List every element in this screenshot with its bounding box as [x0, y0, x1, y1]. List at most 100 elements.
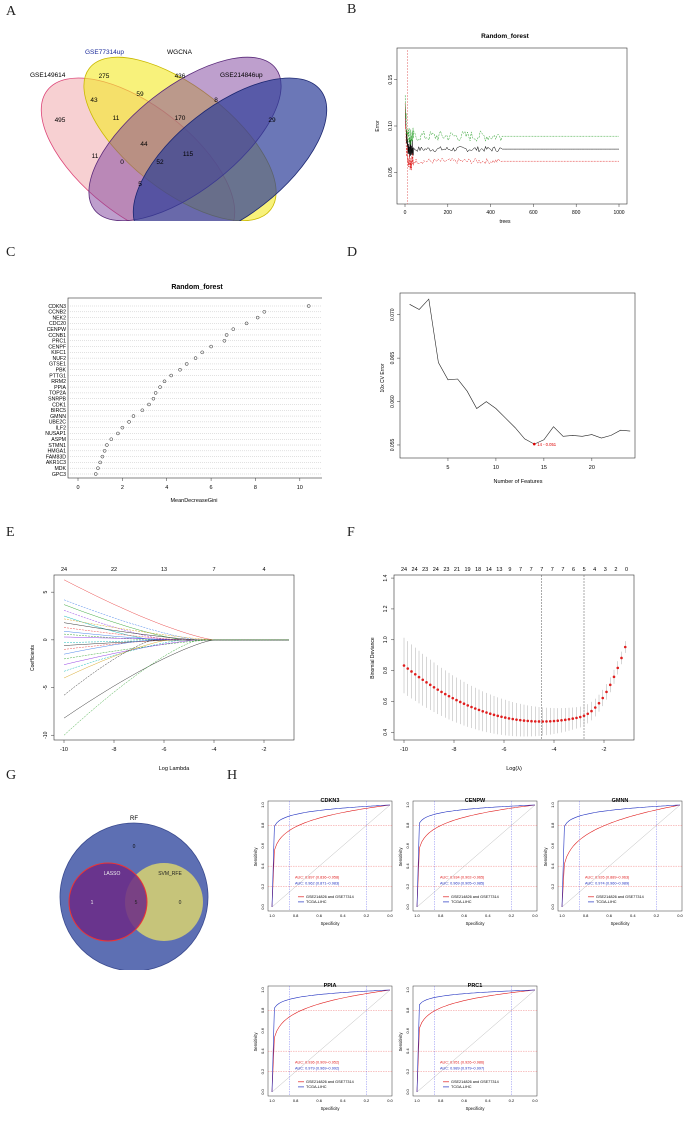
gene-label: CENPW [47, 327, 66, 333]
y-tick-label: 0.05 [388, 167, 394, 177]
gene-label: PPIA [54, 385, 66, 391]
legend-label: TCGA-LIHC [596, 900, 617, 904]
y-axis-label: Binomial Deviance [370, 637, 376, 679]
y-tick-label: 1.0 [383, 636, 389, 643]
x-tick-label: 15 [541, 465, 547, 471]
x-axis-label: Log(λ) [506, 766, 522, 772]
gini-point [255, 315, 260, 320]
gene-label: CDC20 [49, 321, 66, 327]
venn-count: 29 [268, 117, 276, 124]
x-tick-label: 0.0 [532, 1098, 538, 1103]
roc-curve [561, 804, 681, 908]
lasso-coef-chart: Log Lambda Coefficients -10 -8 -6 -4 -2 -10 -5… [30, 567, 295, 772]
deviance-point [522, 719, 526, 722]
gini-point [147, 402, 151, 407]
gene-label: AKR1C3 [46, 460, 66, 466]
x-tick-label: 0.2 [364, 1098, 370, 1103]
plot-frame [53, 574, 295, 741]
plot-frame [267, 800, 393, 912]
deviance-point [586, 712, 590, 716]
x-tick-label: 20 [589, 465, 595, 471]
y-tick-label: 0.6 [550, 842, 555, 848]
deviance-point [526, 719, 530, 723]
y-tick-label: 0.8 [405, 1007, 410, 1013]
rf-error-chart: Random_forest trees Error 0 200 400 600 800 1… [375, 33, 628, 223]
deviance-point [590, 709, 593, 713]
top-tick-label: 24 [433, 567, 439, 573]
top-tick-label: 5 [583, 567, 586, 573]
venn-count: 11 [113, 115, 120, 122]
deviance-point [488, 712, 492, 716]
gini-point [200, 350, 204, 355]
gini-point [100, 454, 105, 459]
x-tick-label: 0.0 [677, 913, 683, 918]
series-line-class2 [404, 95, 619, 145]
venn-count: 170 [175, 115, 186, 122]
venn-count: 0 [120, 159, 124, 166]
y-tick-label: 0.8 [260, 1007, 265, 1013]
coef-path [63, 639, 289, 646]
deviance-point [578, 715, 582, 719]
y-tick-label: 0.0 [550, 903, 555, 909]
y-axis-label: Sensitivity [398, 1032, 403, 1052]
deviance-point [466, 704, 470, 707]
x-tick-label: 1.0 [269, 1098, 275, 1103]
deviance-point [503, 716, 507, 719]
gene-label: STMN1 [48, 443, 66, 449]
top-tick-label: 13 [496, 567, 502, 573]
deviance-point [477, 708, 481, 712]
deviance-point [616, 666, 620, 670]
top-tick-label: 2 [614, 567, 617, 573]
y-tick-label: 0.4 [405, 863, 410, 869]
lasso-cv-chart: Log(λ) Binomial Deviance -10 -8 -6 -4 -2 0.4 0… [370, 567, 635, 772]
gini-point [224, 333, 229, 337]
deviance-point [432, 685, 436, 689]
x-tick-label: 600 [529, 210, 538, 216]
gene-label: HMGA1 [48, 449, 67, 455]
top-tick-label: 7 [561, 567, 564, 573]
x-axis-label: Specificity [321, 921, 341, 926]
legend-label: GSE214826 and GSE77314 [306, 1080, 354, 1084]
top-tick-label: 3 [604, 567, 607, 573]
gini-point [306, 304, 311, 308]
x-tick-label: 0.4 [485, 1098, 491, 1103]
coef-path [63, 599, 289, 641]
y-axis-label: Coefficients [30, 644, 36, 671]
top-tick-label: 24 [401, 567, 407, 573]
x-tick-label: -4 [212, 747, 217, 753]
venn-set-label: GSE149614 [30, 72, 66, 79]
x-tick-label: 0.6 [606, 913, 612, 918]
y-tick-label: 1.0 [405, 986, 410, 992]
auc-label: AUC: 0.974 (0.960–0.989) [585, 882, 630, 886]
gini-point [231, 327, 236, 331]
diagonal-line [416, 989, 536, 1093]
y-tick-label: 0.6 [383, 698, 389, 705]
y-tick-label: 1.0 [260, 801, 265, 807]
gene-label: BIRC5 [51, 408, 66, 414]
gene-label: CENPF [48, 344, 66, 350]
y-tick-label: 0.060 [390, 395, 396, 408]
deviance-point [492, 713, 496, 717]
plot-frame [267, 985, 393, 1097]
y-axis-label: Error [375, 120, 381, 131]
x-tick-label: 4 [165, 485, 168, 491]
venn-count: 11 [92, 153, 99, 160]
x-axis-label: Specificity [466, 921, 486, 926]
gini-point [140, 408, 145, 413]
coef-path [63, 622, 289, 641]
auc-label: AUC: 0.979 (0.969–0.992) [295, 1067, 340, 1071]
top-tick-label: 7 [530, 567, 533, 573]
gini-point [169, 373, 173, 378]
panel-label-h: H [227, 768, 238, 783]
deviance-point [533, 720, 537, 723]
venn-diagram-a: GSE149614 GSE77314up WGCNA GSE214846up 4… [30, 49, 328, 221]
x-tick-label: 0.2 [654, 913, 660, 918]
gini-point [162, 379, 167, 384]
auc-label: AUC: 0.969 (0.905–0.985) [440, 882, 485, 886]
panel-label-d: D [347, 245, 358, 260]
y-tick-label: -5 [43, 685, 49, 690]
series-line-class1 [404, 102, 619, 171]
y-tick-label: 0.6 [260, 842, 265, 848]
